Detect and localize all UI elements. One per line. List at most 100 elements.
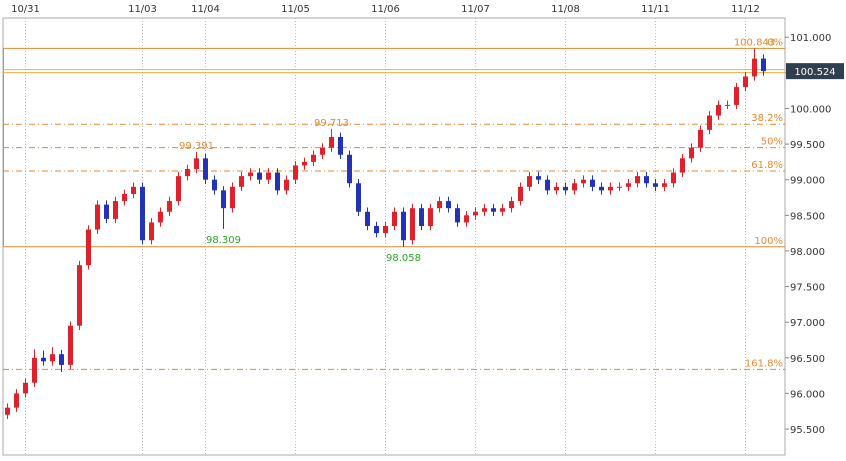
candle-body xyxy=(635,176,640,184)
candle-body xyxy=(518,186,523,202)
candle-body xyxy=(14,393,19,408)
candle-body xyxy=(734,87,739,105)
candle-body xyxy=(419,208,424,226)
y-tick-label: 96.500 xyxy=(790,354,825,365)
last-price-box xyxy=(786,63,844,80)
x-tick-label: 11/06 xyxy=(371,4,400,15)
candle-body xyxy=(167,201,172,212)
candle-body xyxy=(410,208,415,241)
plot-area xyxy=(2,17,786,456)
y-tick-label: 100.000 xyxy=(790,104,831,115)
candle-body xyxy=(374,225,379,234)
y-tick-label: 98.000 xyxy=(790,247,825,258)
candle-body xyxy=(347,154,352,184)
candle-body xyxy=(320,147,325,155)
y-tick-label: 99.000 xyxy=(790,176,825,187)
candle-body xyxy=(77,265,82,326)
candle-body xyxy=(653,183,658,187)
candle-body xyxy=(455,208,460,223)
candle-body xyxy=(707,115,712,130)
candle-body xyxy=(662,183,667,187)
candle-body xyxy=(113,201,118,219)
high-annotation: 100.843 xyxy=(734,37,775,48)
x-tick-label: 11/07 xyxy=(461,4,490,15)
fib-label: 100% xyxy=(754,236,783,247)
candle-body xyxy=(599,186,604,191)
fib-label: 38.2% xyxy=(751,113,783,124)
candle-body xyxy=(527,176,532,187)
y-tick-label: 98.500 xyxy=(790,211,825,222)
candle-body xyxy=(23,382,28,394)
x-tick-label: 11/11 xyxy=(641,4,670,15)
candle-body xyxy=(50,354,55,362)
candle-body xyxy=(572,183,577,191)
fib-label: 50% xyxy=(761,137,783,148)
x-tick-label: 11/04 xyxy=(191,4,220,15)
candle-body xyxy=(311,154,316,162)
candle-body xyxy=(95,204,100,230)
candle-body xyxy=(293,165,298,180)
x-tick-label: 10/31 xyxy=(11,4,40,15)
candle-body xyxy=(626,183,631,187)
candle-body xyxy=(590,179,595,187)
candle-body xyxy=(464,215,469,223)
candle-body xyxy=(194,158,199,170)
candle-body xyxy=(68,325,73,365)
fib-label: 0% xyxy=(767,37,783,48)
candle-body xyxy=(401,211,406,241)
y-tick-label: 97.000 xyxy=(790,318,825,329)
y-tick-label: 99.500 xyxy=(790,140,825,151)
candle-body xyxy=(725,104,730,106)
candle-body xyxy=(752,58,757,77)
candle-body xyxy=(554,186,559,191)
candle-body xyxy=(122,193,127,202)
candle-body xyxy=(491,208,496,212)
candle-body xyxy=(428,208,433,226)
candle-body xyxy=(716,104,721,116)
candle-body xyxy=(32,357,37,383)
candle-body xyxy=(446,201,451,209)
candle-body xyxy=(131,186,136,194)
candle-body xyxy=(392,211,397,226)
candle-body xyxy=(41,357,46,362)
candle-body xyxy=(140,186,145,241)
candle-body xyxy=(689,147,694,159)
candle-body xyxy=(104,204,109,219)
candle-body xyxy=(284,179,289,191)
candle-body xyxy=(86,229,91,266)
candle-body xyxy=(563,186,568,191)
x-tick-label: 11/12 xyxy=(731,4,760,15)
candle-body xyxy=(275,172,280,191)
y-tick-label: 95.500 xyxy=(790,425,825,436)
candle-body xyxy=(644,176,649,184)
candle-body xyxy=(221,190,226,209)
candle-body xyxy=(437,201,442,209)
high-annotation: 99.713 xyxy=(314,118,349,129)
candle-body xyxy=(5,407,10,415)
candle-body xyxy=(761,58,766,72)
y-tick-label: 96.000 xyxy=(790,389,825,400)
candle-body xyxy=(266,172,271,180)
y-tick-label: 101.000 xyxy=(790,33,831,44)
candle-body xyxy=(482,208,487,212)
candle-body xyxy=(230,186,235,209)
candle-body xyxy=(698,129,703,148)
candle-body xyxy=(617,186,622,188)
candle-body xyxy=(356,183,361,212)
candle-body xyxy=(509,201,514,209)
candle-body xyxy=(185,169,190,177)
candle-body xyxy=(176,176,181,202)
candle-body xyxy=(365,211,370,226)
candle-body xyxy=(239,176,244,187)
candle-body xyxy=(473,211,478,216)
fib-label: 61.8% xyxy=(751,160,783,171)
x-tick-label: 11/03 xyxy=(128,4,157,15)
candle-body xyxy=(212,179,217,191)
candle-body xyxy=(680,158,685,173)
candle-body xyxy=(383,225,388,234)
fib-label: 161.8% xyxy=(745,358,783,369)
candle-body xyxy=(545,179,550,191)
candle-body xyxy=(158,211,163,223)
last-price-label: 100.524 xyxy=(794,67,835,78)
candle-body xyxy=(203,158,208,180)
